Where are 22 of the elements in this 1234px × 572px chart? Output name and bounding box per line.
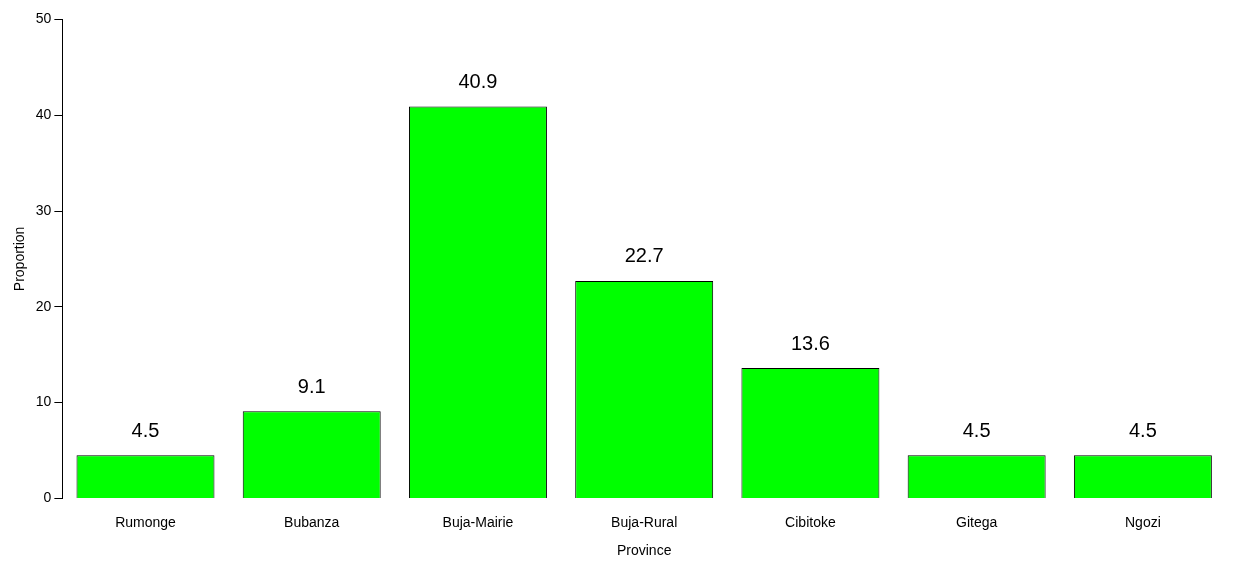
x-tick-label: Cibitoke: [785, 513, 836, 530]
data-label: 22.7: [624, 244, 664, 267]
x-tick-label: Buja-Rural: [611, 513, 678, 530]
x-tick-label: Rumonge: [115, 513, 177, 530]
y-tick-label: 10: [35, 393, 52, 410]
x-tick-label: Buja-Mairie: [442, 513, 514, 530]
data-label: 9.1: [297, 374, 326, 397]
x-tick-label: Ngozi: [1124, 513, 1161, 530]
data-label: 13.6: [790, 331, 830, 354]
data-label: 4.5: [962, 418, 991, 441]
y-tick-label: 20: [35, 297, 52, 314]
y-tick-label: 0: [43, 489, 52, 506]
data-label: 40.9: [458, 70, 498, 93]
y-tick-label: 50: [35, 10, 52, 27]
data-label: 4.5: [131, 418, 160, 441]
y-tick-label: 40: [35, 106, 52, 123]
x-tick-label: Gitega: [956, 513, 998, 530]
x-axis-title: Province: [616, 542, 672, 559]
y-tick-label: 30: [35, 201, 52, 218]
x-tick-label: Bubanza: [284, 513, 340, 530]
data-label: 4.5: [1128, 418, 1157, 441]
y-axis-title: Proportion: [11, 226, 28, 292]
